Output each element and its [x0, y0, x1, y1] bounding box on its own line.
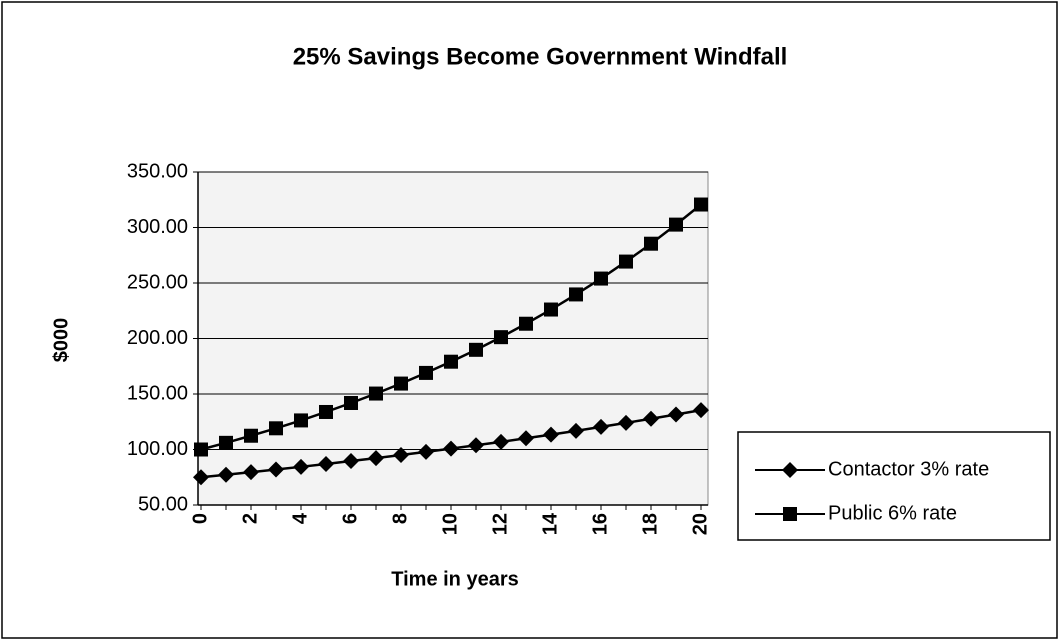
y-tick-label: 150.00 — [127, 382, 188, 404]
marker — [493, 433, 509, 450]
marker — [568, 422, 584, 439]
marker — [693, 402, 709, 419]
y-axis-label: $000 — [50, 318, 72, 363]
legend-label: Public 6% rate — [828, 502, 957, 524]
marker — [344, 395, 358, 410]
marker — [694, 197, 708, 212]
x-tick-label: 4 — [289, 512, 311, 524]
marker — [643, 410, 659, 427]
y-tick-label: 50.00 — [138, 493, 188, 515]
marker — [343, 453, 359, 470]
marker — [494, 330, 508, 345]
y-tick-label: 200.00 — [127, 327, 188, 349]
marker — [594, 271, 608, 286]
x-tick-label: 8 — [389, 513, 411, 524]
marker — [782, 462, 798, 478]
marker — [393, 447, 409, 464]
marker — [783, 507, 797, 521]
marker — [418, 443, 434, 460]
marker — [294, 413, 308, 428]
y-tick-label: 300.00 — [127, 216, 188, 238]
marker — [268, 461, 284, 478]
marker — [618, 414, 634, 431]
y-tick-label: 100.00 — [127, 438, 188, 460]
marker — [644, 236, 658, 251]
marker — [269, 421, 283, 436]
marker — [544, 302, 558, 317]
legend-box — [737, 431, 1051, 541]
marker — [668, 406, 684, 423]
marker — [369, 386, 383, 401]
marker — [244, 428, 258, 443]
legend-label: Contactor 3% rate — [828, 458, 989, 480]
x-axis-label: Time in years — [391, 568, 518, 590]
x-tick-label: 10 — [439, 513, 461, 535]
marker — [543, 426, 559, 443]
marker — [243, 464, 259, 481]
marker — [218, 466, 234, 483]
y-tick-label: 250.00 — [127, 271, 188, 293]
marker — [519, 316, 533, 331]
x-tick-label: 16 — [589, 513, 611, 535]
marker — [319, 404, 333, 419]
x-tick-label: 6 — [339, 513, 361, 524]
marker — [368, 450, 384, 467]
x-tick-label: 20 — [689, 513, 711, 535]
marker — [469, 342, 483, 357]
marker — [394, 376, 408, 391]
marker — [194, 442, 208, 457]
marker — [318, 456, 334, 473]
y-tick-label: 350.00 — [127, 160, 188, 182]
x-tick-label: 14 — [539, 512, 561, 535]
marker — [419, 365, 433, 380]
x-tick-label: 0 — [189, 513, 211, 524]
marker — [593, 418, 609, 435]
marker — [193, 469, 209, 486]
marker — [293, 458, 309, 475]
marker — [669, 217, 683, 232]
x-tick-label: 2 — [239, 513, 261, 524]
x-tick-label: 12 — [489, 513, 511, 535]
chart-title: 25% Savings Become Government Windfall — [293, 43, 788, 70]
marker — [518, 430, 534, 447]
marker — [619, 254, 633, 269]
marker — [443, 440, 459, 457]
marker — [219, 435, 233, 450]
x-tick-label: 18 — [639, 513, 661, 535]
marker — [444, 354, 458, 369]
marker — [569, 287, 583, 302]
marker — [468, 437, 484, 454]
